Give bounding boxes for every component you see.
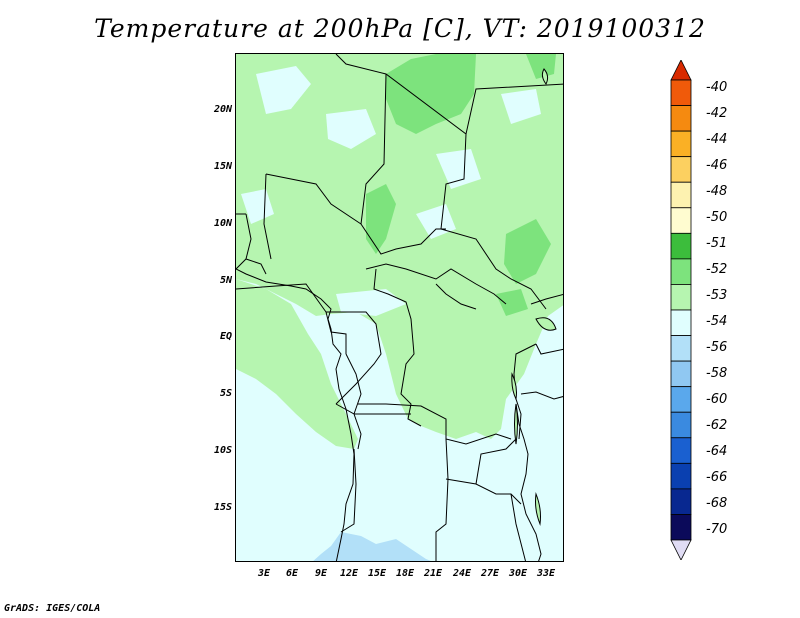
cyan-patch-2 [326, 109, 376, 149]
colorbar-swatch [670, 207, 692, 234]
lon-label-21e: 21E [423, 568, 443, 579]
lon-label-24e: 24E [452, 568, 472, 579]
cb-label-10: -56 [706, 340, 728, 355]
cb-label-12: -60 [706, 392, 728, 407]
colorbar-swatch [670, 488, 692, 515]
map-title: Temperature at 200hPa [C], VT: 201910031… [94, 14, 706, 43]
cyan-patch-6 [501, 89, 541, 124]
colorbar-swatch [670, 156, 692, 183]
lat-label-eq: EQ [219, 331, 232, 342]
cb-label-6: -51 [706, 236, 728, 251]
cb-label-3: -46 [706, 158, 728, 173]
colorbar-swatch [670, 514, 692, 541]
colorbar-swatch [670, 105, 692, 132]
cb-label-17: -70 [706, 522, 728, 537]
colorbar [670, 60, 692, 560]
lat-label-20n: 20N [213, 104, 232, 115]
cb-label-9: -54 [706, 314, 728, 329]
colorbar-swatch [670, 232, 692, 260]
colorbar-swatch [670, 79, 692, 106]
lat-label-5s: 5S [219, 388, 232, 399]
lon-label-6e: 6E [285, 568, 299, 579]
lon-label-27e: 27E [480, 568, 500, 579]
cb-label-13: -62 [706, 418, 728, 433]
colorbar-swatch [670, 386, 692, 413]
lat-label-15n: 15N [213, 161, 232, 172]
colorbar-swatch [670, 411, 692, 439]
green-medium-center [366, 184, 396, 254]
lon-label-18e: 18E [395, 568, 415, 579]
colorbar-swatch [670, 130, 692, 158]
cb-label-4: -48 [706, 184, 728, 199]
green-region-north [236, 54, 563, 439]
lon-label-12e: 12E [339, 568, 359, 579]
map-svg [236, 54, 563, 561]
cb-label-5: -50 [706, 210, 728, 225]
lon-label-33e: 33E [536, 568, 556, 579]
colorbar-swatch [670, 360, 692, 388]
lat-label-15s: 15S [213, 502, 232, 513]
lon-label-9e: 9E [314, 568, 328, 579]
cb-label-11: -58 [706, 366, 728, 381]
green-medium-east [504, 219, 551, 284]
cb-label-1: -42 [706, 106, 728, 121]
cb-label-8: -53 [706, 288, 728, 303]
colorbar-swatch [670, 462, 692, 490]
country-borders [236, 54, 563, 561]
colorbar-bottom-arrow [670, 539, 692, 560]
lat-label-10s: 10S [213, 445, 232, 456]
colorbar-top-arrow [670, 60, 692, 81]
cb-label-2: -44 [706, 132, 728, 147]
cb-label-15: -66 [706, 470, 728, 485]
cb-label-7: -52 [706, 262, 728, 277]
cb-label-0: -40 [706, 80, 728, 95]
cyan-patch-5 [241, 189, 274, 224]
lon-label-3e: 3E [257, 568, 271, 579]
green-medium-east-2 [496, 289, 528, 316]
colorbar-swatch [670, 258, 692, 285]
colorbar-swatch [670, 284, 692, 311]
cyan-patch-3 [436, 149, 481, 189]
lon-label-30e: 30E [508, 568, 528, 579]
blue-region-south [313, 532, 431, 561]
colorbar-swatch [670, 335, 692, 362]
colorbar-swatch [670, 309, 692, 336]
temperature-map [235, 53, 564, 562]
cb-label-16: -68 [706, 496, 728, 511]
lat-label-5n: 5N [219, 275, 232, 286]
green-region-west [236, 279, 358, 449]
cyan-patch-7 [336, 289, 406, 316]
lat-label-10n: 10N [213, 218, 232, 229]
coastline [236, 268, 542, 561]
green-medium-ne [526, 54, 556, 79]
green-medium-north [386, 54, 476, 134]
colorbar-swatch [670, 181, 692, 209]
lakes [511, 68, 557, 526]
cb-label-14: -64 [706, 444, 728, 459]
cyan-patch-1 [256, 66, 311, 114]
lon-label-15e: 15E [367, 568, 387, 579]
colorbar-swatch [670, 437, 692, 464]
grads-credit: GrADS: IGES/COLA [4, 603, 101, 614]
